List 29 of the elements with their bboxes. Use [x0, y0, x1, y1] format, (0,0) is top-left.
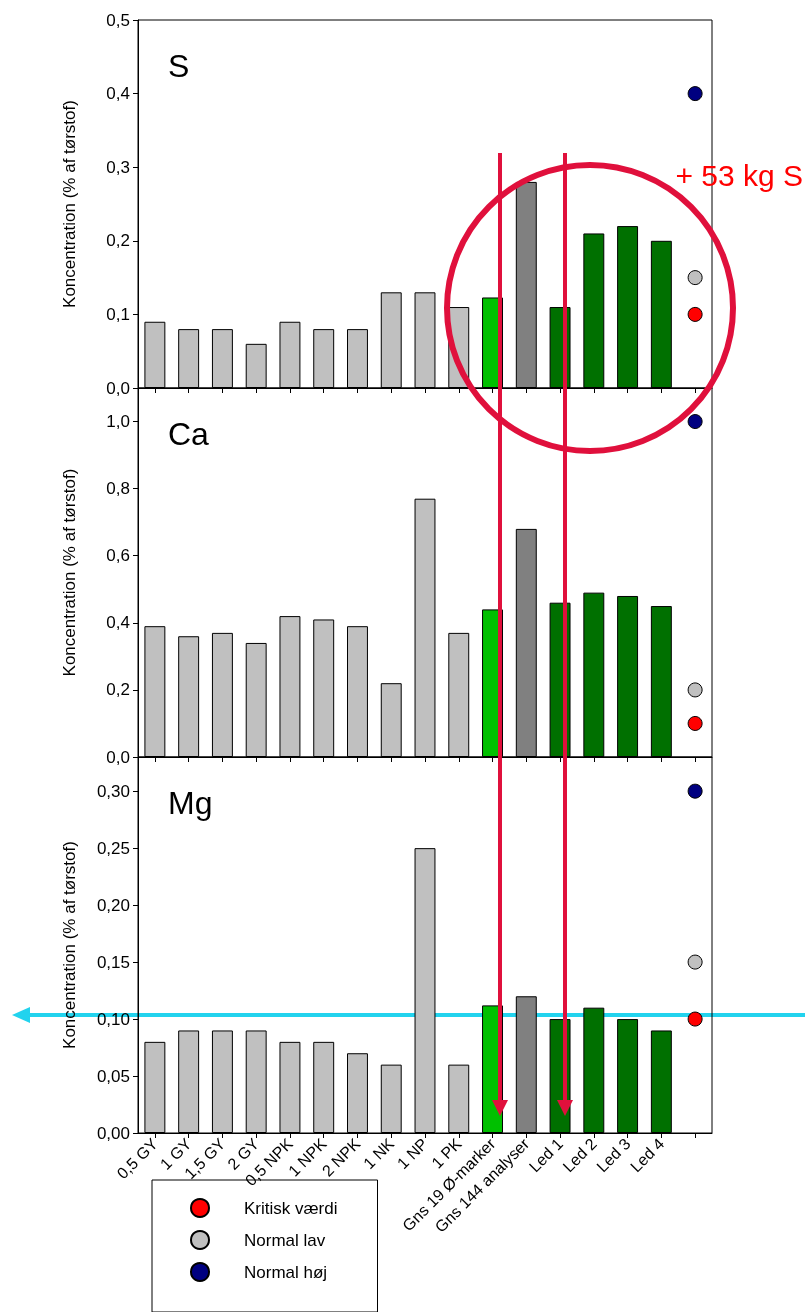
y-tick-label: 0,0 [106, 378, 130, 398]
y-tick-label: 0,2 [106, 680, 130, 700]
legend-label: Normal lav [244, 1230, 326, 1250]
y-tick-label: 0,3 [106, 157, 130, 177]
y-tick-label: 1,0 [106, 412, 130, 432]
y-tick-label: 0,5 [106, 10, 130, 30]
y-tick-label: 0,1 [106, 304, 130, 324]
y-tick-label: 0,2 [106, 231, 130, 251]
y-tick-label: 0,15 [96, 952, 130, 972]
y-axis-title: Koncentration (% af tørstof) [60, 841, 79, 1049]
y-tick-label: 0,0 [106, 747, 130, 767]
text: S [168, 48, 190, 84]
y-tick-label: 0,05 [96, 1066, 130, 1086]
legend-label: Kritisk værdi [244, 1198, 338, 1218]
text: Mg [168, 785, 213, 821]
y-tick-label: 0,8 [106, 479, 130, 499]
y-tick-label: 0,20 [96, 895, 130, 915]
y-axis-title: Koncentration (% af tørstof) [60, 100, 79, 308]
y-tick-label: 0,30 [96, 781, 130, 801]
y-tick-label: 0,25 [96, 838, 130, 858]
y-tick-label: 0,00 [96, 1123, 130, 1143]
annotation: + 53 kg S [675, 158, 804, 192]
legend-label: Normal høj [244, 1262, 328, 1282]
y-tick-label: 0,4 [106, 84, 130, 104]
text: Ca [168, 416, 210, 452]
y-axis-title: Koncentration (% af tørstof) [60, 468, 79, 677]
y-tick-label: 0,4 [106, 613, 130, 633]
y-tick-label: 0,6 [106, 546, 130, 566]
x-tick-label: 1 NK [360, 1134, 398, 1173]
